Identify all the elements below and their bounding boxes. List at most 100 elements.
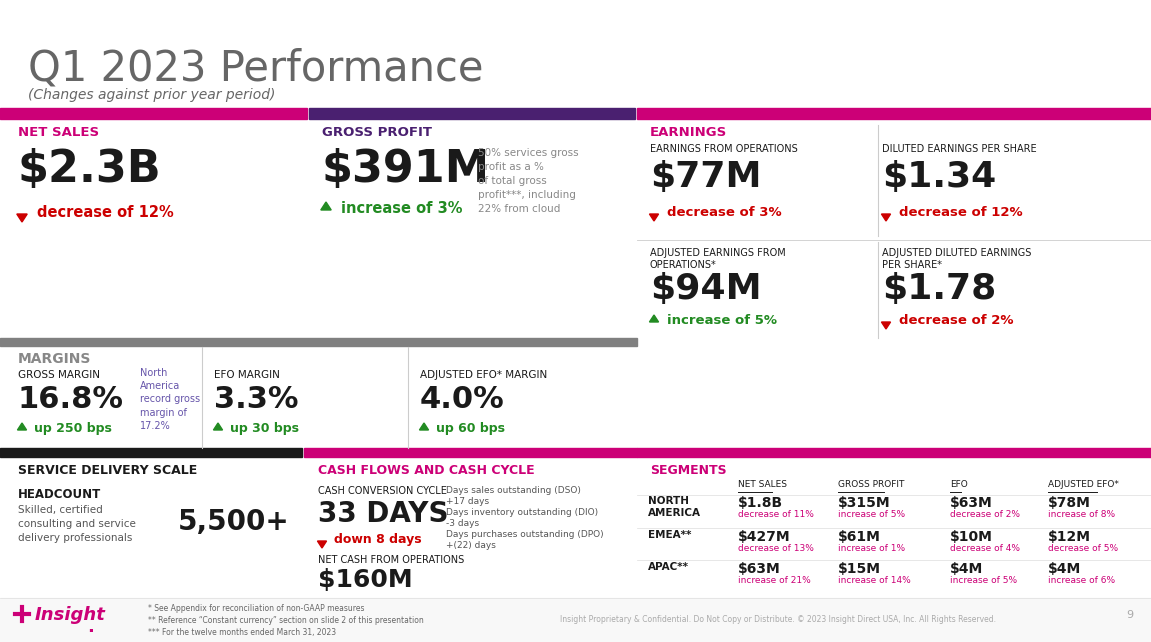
Text: $4M: $4M [1049,562,1081,576]
Text: increase of 21%: increase of 21% [738,576,810,585]
Text: SEGMENTS: SEGMENTS [650,464,726,477]
Text: EFO: EFO [950,480,968,489]
Text: increase of 3%: increase of 3% [341,201,463,216]
Text: DILUTED EARNINGS PER SHARE: DILUTED EARNINGS PER SHARE [882,144,1037,154]
Text: ADJUSTED EFO*: ADJUSTED EFO* [1049,480,1119,489]
Polygon shape [321,202,331,210]
Text: * See Appendix for reconciliation of non-GAAP measures
** Reference “Constant cu: * See Appendix for reconciliation of non… [148,604,424,637]
Text: EFO MARGIN: EFO MARGIN [214,370,280,380]
Text: 33 DAYS: 33 DAYS [318,500,449,528]
Text: decrease of 4%: decrease of 4% [950,544,1020,553]
Text: increase of 14%: increase of 14% [838,576,910,585]
Text: (Changes against prior year period): (Changes against prior year period) [28,88,275,102]
Bar [637,448,1151,457]
Text: 5,500+: 5,500+ [178,508,290,536]
Bar [304,448,637,457]
Text: 4.0%: 4.0% [420,385,505,414]
Text: down 8 days: down 8 days [334,533,421,546]
Text: EARNINGS: EARNINGS [650,126,727,139]
Text: $2.3B: $2.3B [18,148,162,191]
Text: $1.34: $1.34 [882,160,997,194]
Text: ADJUSTED EFO* MARGIN: ADJUSTED EFO* MARGIN [420,370,547,380]
Text: decrease of 13%: decrease of 13% [738,544,814,553]
Text: Q1 2023 Performance: Q1 2023 Performance [28,48,483,90]
Text: NET SALES: NET SALES [18,126,99,139]
Bar [0,598,1151,642]
Text: SERVICE DELIVERY SCALE: SERVICE DELIVERY SCALE [18,464,197,477]
Text: $61M: $61M [838,530,881,544]
Polygon shape [17,214,28,222]
Text: 16.8%: 16.8% [18,385,124,414]
Text: decrease of 2%: decrease of 2% [950,510,1020,519]
Polygon shape [649,214,658,221]
Text: +17 days: +17 days [445,497,489,506]
Text: $1.78: $1.78 [882,272,997,306]
Text: increase of 1%: increase of 1% [838,544,905,553]
Text: +(22) days: +(22) days [445,541,496,550]
Text: EMEA**: EMEA** [648,530,692,540]
Text: $77M: $77M [650,160,762,194]
Bar [0,338,637,346]
Text: up 60 bps: up 60 bps [436,422,505,435]
Text: $78M: $78M [1049,496,1091,510]
Text: NET CASH FROM OPERATIONS: NET CASH FROM OPERATIONS [318,555,464,565]
Polygon shape [213,423,222,430]
Text: NORTH
AMERICA: NORTH AMERICA [648,496,701,518]
Text: Skilled, certified
consulting and service
delivery professionals: Skilled, certified consulting and servic… [18,505,136,543]
Text: $4M: $4M [950,562,983,576]
Text: Days sales outstanding (DSO): Days sales outstanding (DSO) [445,486,581,495]
Text: Insight: Insight [35,606,106,624]
Text: 3.3%: 3.3% [214,385,298,414]
Text: North
America
record gross
margin of
17.2%: North America record gross margin of 17.… [140,368,200,431]
Bar [0,448,302,457]
Text: $1.8B: $1.8B [738,496,783,510]
Text: decrease of 12%: decrease of 12% [899,206,1022,219]
Text: $427M: $427M [738,530,791,544]
Text: decrease of 11%: decrease of 11% [738,510,814,519]
Text: 9: 9 [1126,610,1133,620]
Text: ADJUSTED DILUTED EARNINGS
PER SHARE*: ADJUSTED DILUTED EARNINGS PER SHARE* [882,248,1031,270]
Text: increase of 8%: increase of 8% [1049,510,1115,519]
Text: HEADCOUNT: HEADCOUNT [18,488,101,501]
Text: increase of 5%: increase of 5% [666,314,777,327]
Text: decrease of 5%: decrease of 5% [1049,544,1118,553]
Text: $160M: $160M [318,568,412,592]
Text: $391M: $391M [322,148,490,191]
Text: increase of 6%: increase of 6% [1049,576,1115,585]
Text: decrease of 2%: decrease of 2% [899,314,1014,327]
Polygon shape [882,214,891,221]
Text: decrease of 12%: decrease of 12% [37,205,174,220]
Text: MARGINS: MARGINS [18,352,91,366]
Text: $12M: $12M [1049,530,1091,544]
Polygon shape [318,541,327,548]
Bar [0,108,307,119]
Text: $63M: $63M [738,562,780,576]
Text: .: . [87,618,94,636]
Text: $15M: $15M [838,562,881,576]
Text: Days purchases outstanding (DPO): Days purchases outstanding (DPO) [445,530,603,539]
Polygon shape [419,423,428,430]
Text: increase of 5%: increase of 5% [950,576,1017,585]
Text: EARNINGS FROM OPERATIONS: EARNINGS FROM OPERATIONS [650,144,798,154]
Bar [637,108,1151,119]
Text: decrease of 3%: decrease of 3% [666,206,782,219]
Text: up 250 bps: up 250 bps [35,422,112,435]
Text: $10M: $10M [950,530,993,544]
Text: CASH CONVERSION CYCLE: CASH CONVERSION CYCLE [318,486,447,496]
Polygon shape [649,315,658,322]
Text: CASH FLOWS AND CASH CYCLE: CASH FLOWS AND CASH CYCLE [318,464,534,477]
Text: $94M: $94M [650,272,762,306]
Polygon shape [882,322,891,329]
Text: GROSS PROFIT: GROSS PROFIT [322,126,432,139]
Text: Days inventory outstanding (DIO): Days inventory outstanding (DIO) [445,508,599,517]
Text: NET SALES: NET SALES [738,480,787,489]
Text: APAC**: APAC** [648,562,689,572]
Text: $315M: $315M [838,496,891,510]
Text: -3 days: -3 days [445,519,479,528]
Text: Insight Proprietary & Confidential. Do Not Copy or Distribute. © 2023 Insight Di: Insight Proprietary & Confidential. Do N… [561,615,996,624]
Text: 50% services gross
profit as a %
of total gross
profit***, including
22% from cl: 50% services gross profit as a % of tota… [478,148,579,214]
Text: up 30 bps: up 30 bps [230,422,299,435]
Polygon shape [17,423,26,430]
Text: $63M: $63M [950,496,993,510]
Text: increase of 5%: increase of 5% [838,510,905,519]
